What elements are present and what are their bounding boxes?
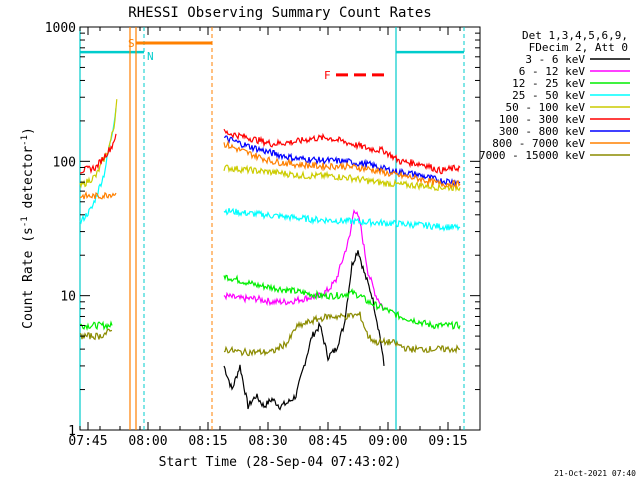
- legend-item-label: 300 - 800 keV: [499, 125, 585, 138]
- legend-item-label: 6 - 12 keV: [519, 65, 586, 78]
- series-line: [79, 328, 113, 341]
- series-line: [223, 311, 461, 357]
- legend-item-label: 100 - 300 keV: [499, 113, 585, 126]
- y-tick-label: 1000: [45, 21, 76, 36]
- series-line: [223, 139, 461, 189]
- marker-lines: F SN: [79, 27, 465, 430]
- series-line: [223, 128, 461, 175]
- legend-item-label: 3 - 6 keV: [525, 53, 585, 66]
- timestamp: 21-Oct-2021 07:40: [554, 469, 636, 478]
- series-line: [79, 320, 113, 332]
- y-label-part2: detector: [21, 146, 36, 217]
- series-group: [79, 99, 461, 411]
- marker-s-label: S: [128, 37, 135, 50]
- x-tick-label: 08:15: [188, 434, 227, 449]
- x-tick-label: 08:30: [248, 434, 287, 449]
- flare-label: F: [324, 69, 331, 82]
- series-line: [79, 133, 117, 175]
- x-tick-label: 09:15: [428, 434, 467, 449]
- x-tick-label: 09:00: [368, 434, 407, 449]
- y-label-sup1: -1: [20, 216, 30, 227]
- legend-item-label: 25 - 50 keV: [512, 89, 585, 102]
- series-7000-15000-keVkev: [79, 311, 461, 357]
- x-axis: 07:45 08:00 08:15 08:30 08:45 09:00 09:15: [68, 27, 481, 449]
- series-6-12-keVkev: [223, 208, 385, 310]
- series-line: [223, 274, 461, 330]
- y-label-part3: ): [21, 127, 36, 135]
- x-tick-label: 08:45: [308, 434, 347, 449]
- series-100-300-keVkev: [79, 128, 461, 175]
- chart-title: RHESSI Observing Summary Count Rates: [128, 5, 431, 21]
- legend-header-line2: FDecim 2, Att 0: [529, 41, 628, 54]
- y-axis: 1 10 100 1000: [45, 21, 480, 439]
- series-line: [223, 208, 385, 310]
- x-axis-label: Start Time (28-Sep-04 07:43:02): [159, 455, 402, 470]
- y-tick-label: 100: [53, 155, 76, 170]
- legend-item-label: 12 - 25 keV: [512, 77, 585, 90]
- legend-item-label: 50 - 100 keV: [506, 101, 586, 114]
- series-300-800-keVkev: [223, 135, 461, 187]
- series-line: [79, 191, 117, 200]
- series-line: [223, 207, 461, 232]
- legend-header-line1: Det 1,3,4,5,6,9,: [522, 29, 628, 42]
- series-line: [223, 135, 461, 187]
- series-12-25-keVkev: [79, 274, 461, 332]
- series-800-7000-keVkev: [79, 139, 461, 200]
- legend-item-label: 800 - 7000 keV: [492, 137, 585, 150]
- series-50-100-keVkev: [79, 99, 461, 193]
- y-label-part1: Count Rate (s: [21, 227, 36, 329]
- legend-item-label: 7000 - 15000 keV: [479, 149, 585, 162]
- y-label-sup2: -1: [20, 135, 30, 146]
- series-3-6-keVkev: [223, 250, 385, 411]
- marker-n-label: N: [147, 50, 154, 63]
- series-line: [223, 164, 461, 193]
- y-tick-label: 10: [60, 290, 76, 305]
- x-tick-label: 07:45: [68, 434, 107, 449]
- y-tick-label: 1: [68, 424, 76, 439]
- y-axis-label: Count Rate (s-1 detector-1): [20, 127, 36, 329]
- legend: Det 1,3,4,5,6,9, FDecim 2, Att 0 3 - 6 k…: [479, 29, 630, 162]
- series-line: [79, 99, 118, 189]
- x-tick-label: 08:00: [128, 434, 167, 449]
- series-line: [223, 250, 385, 411]
